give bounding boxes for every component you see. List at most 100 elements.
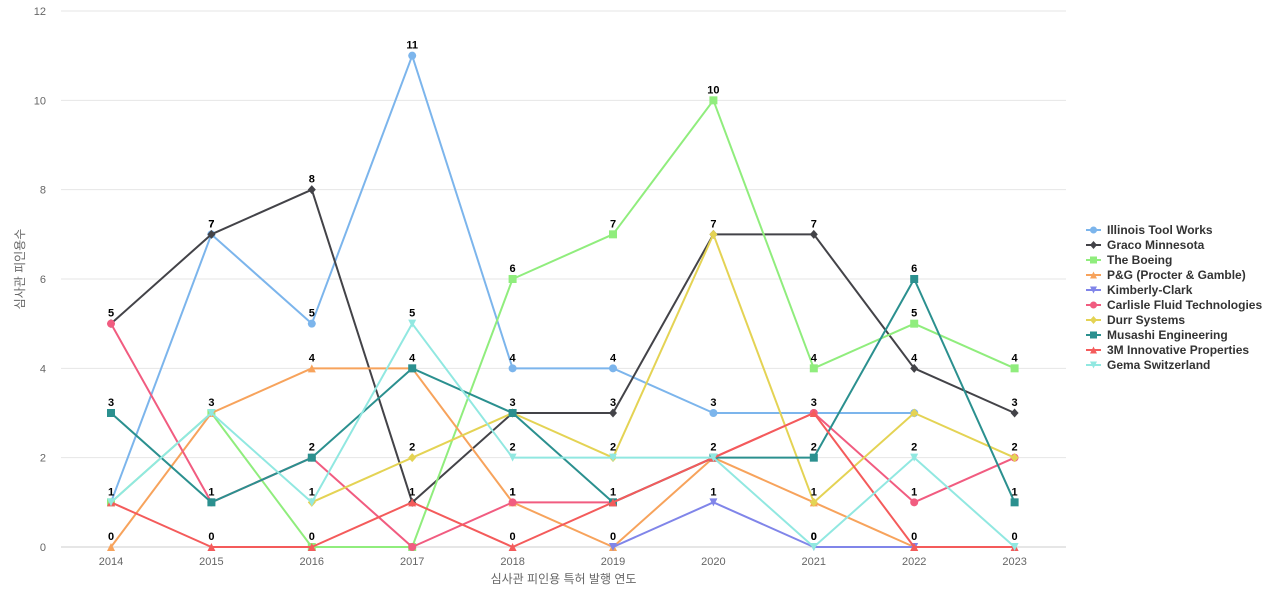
series-2-data-label: 7	[208, 218, 214, 230]
series-8-point	[1010, 498, 1019, 507]
legend-marker	[1090, 346, 1097, 354]
series-7-data-label: 2	[610, 442, 616, 454]
series-9-data-label: 0	[208, 531, 214, 543]
series-2-data-label: 7	[710, 218, 716, 230]
series-2-data-label: 3	[1012, 397, 1018, 409]
series-10-line	[110, 322, 1016, 548]
series-7-point	[408, 453, 417, 463]
x-tick-label: 2023	[1002, 556, 1026, 568]
series-8-data-label: 3	[108, 397, 114, 409]
series-2-data-label: 8	[309, 174, 315, 186]
series-10-point	[107, 498, 115, 507]
legend-marker	[1090, 241, 1097, 249]
series-6-point	[408, 543, 417, 551]
series-3-data-label: 4	[811, 352, 818, 364]
series-2-point	[910, 363, 919, 373]
legend-item-label: Illinois Tool Works	[1107, 223, 1213, 237]
series-5-line	[612, 501, 915, 548]
series-2-data-label: 4	[911, 352, 918, 364]
series-7-point	[1010, 453, 1019, 463]
series-8-point	[408, 364, 417, 373]
series-10-point	[307, 498, 316, 507]
series-8-point	[809, 453, 818, 462]
series-3-data-label: 5	[911, 308, 917, 320]
series-2-point	[809, 229, 818, 239]
x-tick-label: 2021	[802, 556, 826, 568]
series-6-point	[508, 498, 517, 507]
series-6-point	[107, 319, 115, 328]
series-8-data-label: 1	[610, 486, 616, 498]
series-8-point	[207, 498, 216, 507]
series-4-point	[307, 364, 316, 373]
series-2-data-label: 7	[811, 218, 817, 230]
series-2-point	[307, 185, 316, 195]
series-1-point	[609, 364, 617, 373]
series-10-point	[1010, 543, 1019, 551]
series-5-data-label: 0	[811, 531, 817, 543]
series-10-point	[809, 543, 818, 551]
legend-marker	[1090, 301, 1097, 309]
y-tick-label: 2	[40, 453, 46, 465]
legend-marker	[1090, 286, 1097, 294]
series-3-point	[910, 319, 919, 328]
series-8-point	[307, 453, 316, 462]
series-4-data-label: 1	[510, 486, 516, 498]
legend-marker	[1090, 361, 1097, 369]
series-8-data-label: 2	[811, 442, 817, 454]
legend-marker	[1090, 331, 1097, 339]
series-1-data-label: 11	[406, 40, 418, 52]
series-10-data-label: 2	[911, 442, 917, 454]
series-3-data-label: 4	[1012, 352, 1019, 364]
series-10-point	[508, 453, 517, 462]
series-9-point	[508, 543, 517, 551]
series-9-point	[809, 409, 818, 417]
y-axis-title: 심사관 피인용수	[13, 229, 27, 310]
series-5-point	[609, 543, 617, 551]
series-5-point	[709, 498, 718, 507]
series-10-data-label: 5	[409, 308, 415, 320]
series-10-point	[709, 453, 718, 462]
series-6-data-label: 3	[811, 397, 817, 409]
series-9-point	[910, 543, 919, 551]
series-10-data-label: 3	[208, 397, 214, 409]
series-2-point	[207, 229, 216, 239]
legend-item-label: Musashi Engineering	[1107, 328, 1228, 342]
series-3-point	[609, 230, 617, 239]
series-1-point	[508, 364, 517, 373]
series-8-data-label: 1	[1012, 486, 1018, 498]
series-6-point	[910, 498, 919, 507]
series-8-data-label: 2	[309, 442, 315, 454]
series-9-point	[408, 498, 417, 507]
series-4-data-label: 0	[108, 531, 114, 543]
x-tick-label: 2018	[500, 556, 524, 568]
series-4-data-label: 0	[610, 531, 616, 543]
series-3-point	[508, 275, 517, 283]
legend-item-label: Gema Switzerland	[1107, 358, 1210, 372]
x-tick-label: 2015	[199, 556, 223, 568]
series-10-data-label: 0	[811, 531, 817, 543]
series-2-data-label: 3	[510, 397, 516, 409]
legend-item-label: 3M Innovative Properties	[1107, 343, 1249, 357]
series-3-data-label: 6	[510, 263, 516, 275]
series-2-data-label: 3	[610, 397, 616, 409]
legend-item-label: The Boeing	[1107, 253, 1172, 267]
x-tick-label: 2019	[601, 556, 625, 568]
series-3-point	[1010, 364, 1019, 373]
series-5-data-label: 1	[710, 486, 716, 498]
y-tick-label: 0	[40, 542, 46, 554]
legend-item-label: Carlisle Fluid Technologies	[1107, 298, 1262, 312]
series-8-data-label: 4	[409, 352, 416, 364]
series-1-data-label: 4	[510, 352, 517, 364]
series-8-point	[107, 409, 115, 417]
series-9-point	[207, 543, 216, 551]
series-9-point	[307, 543, 316, 551]
series-1-data-label: 5	[309, 308, 315, 320]
series-2-data-label: 5	[108, 308, 114, 320]
legend-item-label: Graco Minnesota	[1107, 238, 1205, 252]
legend-marker	[1090, 256, 1097, 264]
series-4-data-label: 0	[911, 531, 917, 543]
series-7-data-label: 2	[409, 442, 415, 454]
series-9-data-label: 0	[1012, 531, 1018, 543]
